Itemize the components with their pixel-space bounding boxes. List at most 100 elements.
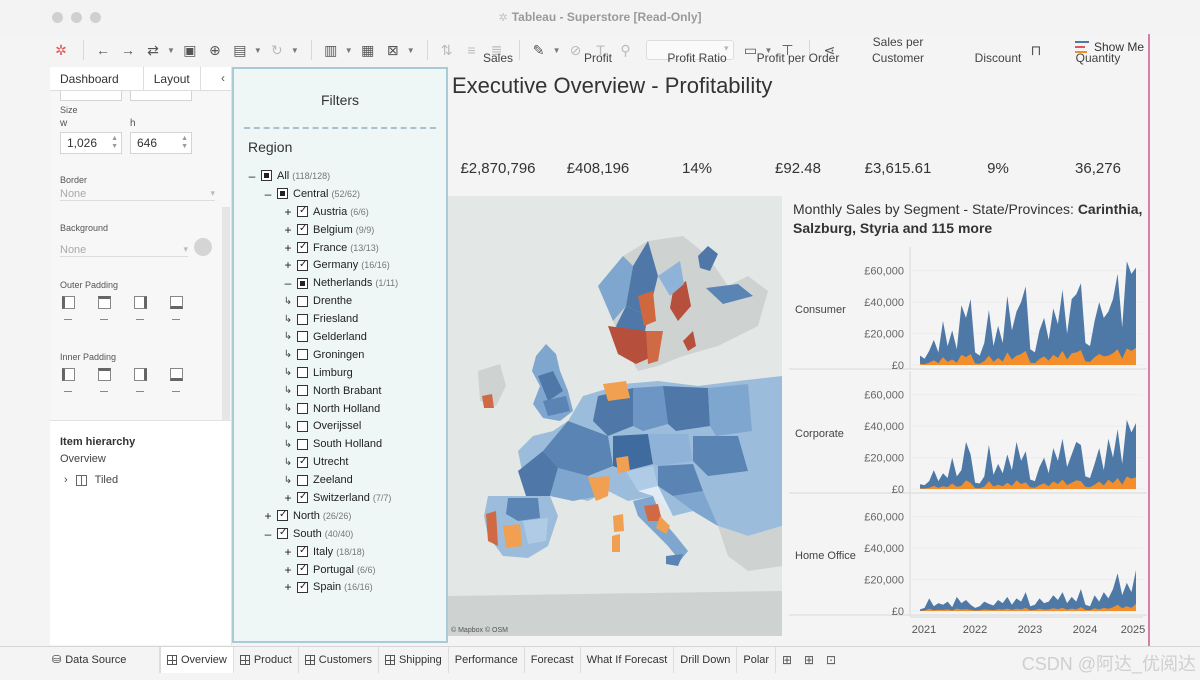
filter-checkbox[interactable] xyxy=(261,170,272,182)
filter-checkbox[interactable] xyxy=(297,456,308,468)
width-input[interactable]: 1,026 ▲ ▼ xyxy=(60,132,122,154)
inner-padding-left-icon[interactable] xyxy=(62,368,75,381)
height-input[interactable]: 646 ▲ ▼ xyxy=(130,132,192,154)
filter-checkbox[interactable] xyxy=(297,259,308,271)
filter-checkbox[interactable] xyxy=(297,349,308,361)
filter-tree-row[interactable]: – All (118/128) xyxy=(234,167,446,185)
tableau-home-icon[interactable]: ✲ xyxy=(55,41,67,58)
zoom-window-button[interactable] xyxy=(90,12,101,23)
height-stepper-icon[interactable]: ▲ ▼ xyxy=(181,135,188,150)
show-cards-icon[interactable]: ▭ xyxy=(743,41,758,58)
filter-tree-row[interactable]: ↳ Zeeland xyxy=(234,471,446,489)
group-icon[interactable]: ⊘ xyxy=(569,41,582,58)
fix-axes-icon[interactable]: ⚲ xyxy=(620,41,631,58)
clear-dropdown-icon[interactable]: ▼ xyxy=(406,45,415,55)
tab-customers[interactable]: Customers xyxy=(299,646,379,673)
new-dashboard-tab-icon[interactable]: ⊞ xyxy=(804,652,815,667)
tab-product[interactable]: Product xyxy=(234,646,299,673)
tab-dashboard[interactable]: Dashboard xyxy=(60,72,119,86)
inner-padding-bottom-icon[interactable] xyxy=(170,368,183,381)
filter-tree-row[interactable]: ↳ Drenthe xyxy=(234,292,446,310)
tab-overview[interactable]: Overview xyxy=(160,646,234,673)
profit-map[interactable]: © Mapbox © OSM xyxy=(448,196,782,636)
filter-checkbox[interactable] xyxy=(297,277,308,289)
filter-tree-row[interactable]: ↳ Limburg xyxy=(234,364,446,382)
highlight-dropdown-icon[interactable]: ▼ xyxy=(552,45,561,55)
filter-tree-row[interactable]: – Netherlands (1/11) xyxy=(234,274,446,292)
filter-checkbox[interactable] xyxy=(297,367,308,379)
filter-tree-row[interactable]: ↳ North Brabant xyxy=(234,382,446,400)
replay-dropdown-icon[interactable]: ▼ xyxy=(167,45,175,55)
tab-shipping[interactable]: Shipping xyxy=(379,646,449,673)
expand-icon[interactable]: + xyxy=(284,240,292,255)
hierarchy-root[interactable]: Overview xyxy=(60,453,106,465)
filter-tree-row[interactable]: ↳ Friesland xyxy=(234,310,446,328)
filter-checkbox[interactable] xyxy=(297,474,308,486)
profit-area-home-office[interactable] xyxy=(920,603,1136,611)
sales-area-corporate[interactable] xyxy=(920,419,1136,489)
filter-tree-row[interactable]: + Portugal(6/6) xyxy=(234,561,446,579)
filter-checkbox[interactable] xyxy=(277,509,288,522)
filter-tree-row[interactable]: + Germany(16/16) xyxy=(234,256,446,274)
background-select[interactable]: None xyxy=(60,244,188,257)
y-position-field[interactable] xyxy=(130,91,192,101)
expand-icon[interactable]: + xyxy=(284,580,292,595)
pause-updates-icon[interactable]: ▤ xyxy=(233,41,247,58)
replay-icon[interactable]: ⇄ xyxy=(147,41,159,58)
data-source-tab[interactable]: ⛁ Data Source xyxy=(50,646,160,673)
tab-forecast[interactable]: Forecast xyxy=(525,646,581,673)
filter-checkbox[interactable] xyxy=(277,527,288,540)
filter-tree-row[interactable]: – Central (52/62) xyxy=(234,185,446,203)
filter-tree-row[interactable]: + France(13/13) xyxy=(234,239,446,257)
filter-tree-row[interactable]: ↳ North Holland xyxy=(234,400,446,418)
expand-icon[interactable]: + xyxy=(284,562,292,577)
filter-tree-row[interactable]: – South(40/40) xyxy=(234,525,446,543)
duplicate-sheet-icon[interactable]: ▦ xyxy=(361,41,375,58)
outer-padding-bottom-icon[interactable] xyxy=(170,296,183,309)
layout-panel-scrollbar[interactable] xyxy=(222,207,230,421)
profit-area-consumer[interactable] xyxy=(920,347,1136,365)
filter-tree-row[interactable]: + Switzerland(7/7) xyxy=(234,489,446,507)
expand-icon[interactable]: + xyxy=(284,258,292,273)
inner-padding-top-icon[interactable] xyxy=(98,368,111,381)
close-window-button[interactable] xyxy=(52,12,63,23)
filter-tree-row[interactable]: + Belgium(9/9) xyxy=(234,221,446,239)
filter-tree-row[interactable]: + Italy(18/18) xyxy=(234,543,446,561)
collapse-icon[interactable]: – xyxy=(248,168,256,183)
expand-icon[interactable]: + xyxy=(284,222,292,237)
filter-checkbox[interactable] xyxy=(297,385,308,397)
outer-padding-top-icon[interactable] xyxy=(98,296,111,309)
filter-tree-row[interactable]: ↳ Overijssel xyxy=(234,417,446,435)
new-story-tab-icon[interactable]: ⊡ xyxy=(826,652,837,667)
swap-rows-columns-icon[interactable]: ⇅ xyxy=(440,41,453,58)
minimize-window-button[interactable] xyxy=(71,12,82,23)
pause-dropdown-icon[interactable]: ▼ xyxy=(253,45,262,55)
share-icon[interactable]: ⋖ xyxy=(823,41,836,58)
filter-tree-row[interactable]: ↳ Utrecht xyxy=(234,453,446,471)
filter-checkbox[interactable] xyxy=(297,295,308,307)
filter-tree-row[interactable]: ↳ Gelderland xyxy=(234,328,446,346)
filter-checkbox[interactable] xyxy=(297,403,308,415)
format-painter-icon[interactable]: ⊓ xyxy=(1030,41,1042,58)
undo-icon[interactable]: ← xyxy=(96,42,110,58)
tab-what-if-forecast[interactable]: What If Forecast xyxy=(581,646,675,673)
sales-area-consumer[interactable] xyxy=(920,261,1136,365)
clear-sheet-icon[interactable]: ⊠ xyxy=(386,41,399,58)
filter-tree-row[interactable]: + Austria(6/6) xyxy=(234,203,446,221)
filter-checkbox[interactable] xyxy=(297,223,308,236)
tab-polar[interactable]: Polar xyxy=(737,646,777,673)
filter-tree-row[interactable]: ↳ South Holland xyxy=(234,435,446,453)
highlight-icon[interactable]: ✎ xyxy=(532,41,545,58)
sort-ascending-icon[interactable]: ≡ xyxy=(467,42,476,58)
filter-checkbox[interactable] xyxy=(297,491,308,504)
fit-dropdown[interactable] xyxy=(645,40,734,60)
outer-padding-left-icon[interactable] xyxy=(62,296,75,309)
background-color-swatch[interactable] xyxy=(194,238,212,256)
filter-checkbox[interactable] xyxy=(277,188,288,200)
border-select[interactable]: None xyxy=(60,188,215,201)
sales-area-home-office[interactable] xyxy=(920,570,1136,611)
inner-padding-right-icon[interactable] xyxy=(134,368,147,381)
filter-checkbox[interactable] xyxy=(297,420,308,432)
filter-tree-row[interactable]: + Spain(16/16) xyxy=(234,578,446,596)
filter-checkbox[interactable] xyxy=(297,241,308,253)
